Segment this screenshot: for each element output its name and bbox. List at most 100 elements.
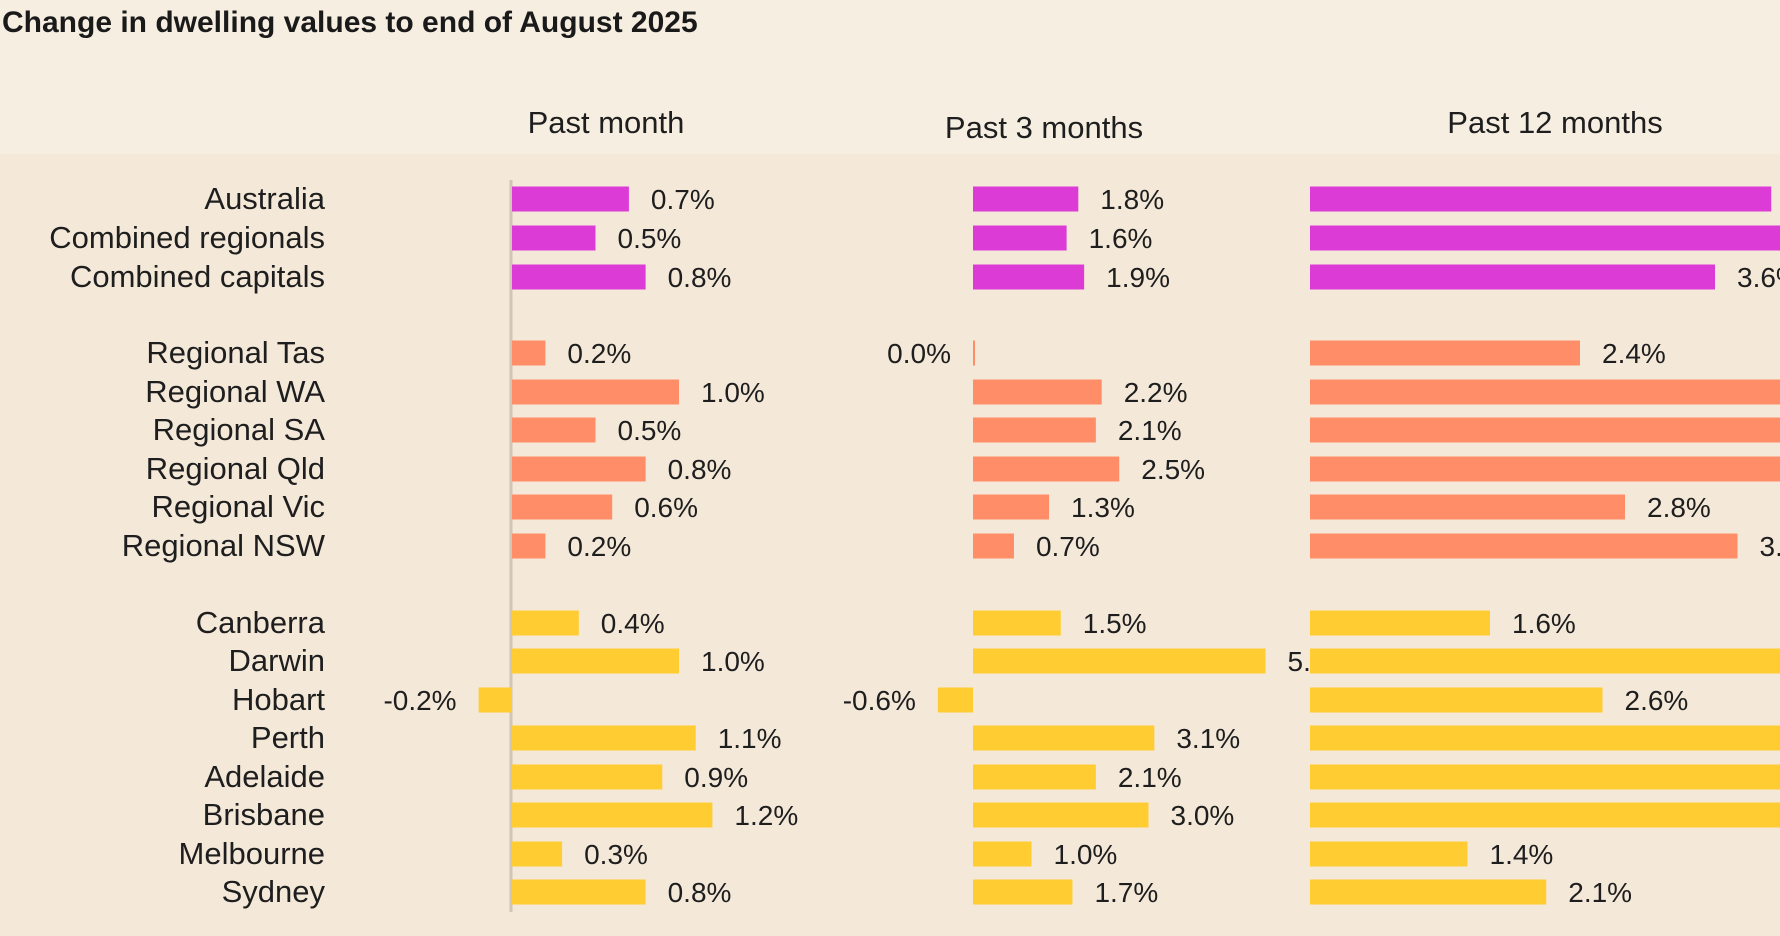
data-label: 1.4% — [1490, 839, 1554, 870]
bar — [973, 764, 1096, 790]
bar — [512, 264, 646, 290]
bar — [1310, 264, 1715, 290]
data-label: 0.8% — [668, 262, 732, 293]
bar — [973, 725, 1155, 751]
data-label: 0.3% — [584, 839, 648, 870]
data-label: 2.1% — [1118, 762, 1182, 793]
bar — [973, 494, 1050, 520]
data-label: 0.7% — [651, 184, 715, 215]
category-label: Regional SA — [153, 412, 326, 447]
data-label: 0.8% — [668, 877, 732, 908]
bar — [1310, 379, 1780, 405]
bar — [973, 379, 1102, 405]
bar — [973, 264, 1085, 290]
bar — [1310, 533, 1738, 559]
bar — [512, 456, 646, 482]
data-label: 0.4% — [601, 608, 665, 639]
series-header: Past month — [528, 105, 685, 140]
bar — [1310, 764, 1780, 790]
data-label: 0.2% — [567, 531, 631, 562]
bar — [1310, 456, 1780, 482]
bar — [512, 225, 596, 251]
data-label: 0.2% — [567, 338, 631, 369]
bar — [973, 417, 1096, 443]
series-header: Past 3 months — [945, 110, 1143, 145]
data-label: 3.1% — [1176, 723, 1240, 754]
bar — [973, 841, 1032, 867]
data-label: 2.8% — [1647, 492, 1711, 523]
category-label: Combined regionals — [49, 220, 325, 255]
data-label: 3.6% — [1737, 262, 1780, 293]
bar — [512, 802, 713, 828]
bar — [973, 802, 1149, 828]
data-label: -0.6% — [843, 685, 916, 716]
bar — [1310, 494, 1625, 520]
category-label: Brisbane — [203, 797, 325, 832]
bar — [1310, 610, 1490, 636]
chart-title: Change in dwelling values to end of Augu… — [2, 6, 698, 39]
bar — [512, 379, 679, 405]
bar — [1310, 417, 1780, 443]
category-label: Canberra — [196, 605, 326, 640]
bar — [478, 687, 512, 713]
category-label: Adelaide — [204, 759, 325, 794]
data-label: 0.6% — [634, 492, 698, 523]
bar — [1310, 725, 1780, 751]
data-label: 2.1% — [1118, 415, 1182, 446]
bar — [1310, 225, 1780, 251]
category-label: Perth — [251, 720, 325, 755]
bar — [973, 225, 1067, 251]
bar — [512, 648, 679, 674]
data-label: 1.6% — [1089, 223, 1153, 254]
category-label: Regional Tas — [146, 335, 325, 370]
bar — [973, 340, 975, 366]
data-label: -0.2% — [383, 685, 456, 716]
bar — [1310, 802, 1780, 828]
data-label: 1.5% — [1083, 608, 1147, 639]
data-label: 2.1% — [1568, 877, 1632, 908]
category-label: Regional Qld — [146, 451, 325, 486]
data-label: 0.8% — [668, 454, 732, 485]
data-label: 0.5% — [618, 415, 682, 446]
bar — [937, 687, 973, 713]
category-label: Sydney — [222, 874, 326, 909]
bar — [512, 764, 663, 790]
data-label: 0.0% — [887, 338, 951, 369]
data-label: 1.3% — [1071, 492, 1135, 523]
data-label: 3.8% — [1760, 531, 1780, 562]
category-label: Hobart — [232, 682, 325, 717]
data-label: 1.0% — [701, 377, 765, 408]
bar — [1310, 687, 1603, 713]
data-label: 1.9% — [1106, 262, 1170, 293]
data-label: 1.1% — [718, 723, 782, 754]
data-label: 1.6% — [1512, 608, 1576, 639]
bar — [512, 417, 596, 443]
bar — [973, 648, 1266, 674]
bar — [512, 725, 696, 751]
series-header: Past 12 months — [1447, 105, 1662, 140]
data-label: 2.6% — [1625, 685, 1689, 716]
bar — [512, 841, 563, 867]
data-label: 1.7% — [1094, 877, 1158, 908]
data-label: 1.2% — [734, 800, 798, 831]
bar — [1310, 186, 1772, 212]
data-label: 1.0% — [1054, 839, 1118, 870]
bar — [973, 533, 1014, 559]
bar — [512, 494, 613, 520]
data-label: 1.0% — [701, 646, 765, 677]
data-label: 0.5% — [618, 223, 682, 254]
bar — [512, 186, 629, 212]
category-label: Australia — [204, 181, 325, 216]
category-label: Regional Vic — [152, 489, 325, 524]
data-label: 1.8% — [1100, 184, 1164, 215]
category-label: Darwin — [229, 643, 325, 678]
bar — [1310, 841, 1468, 867]
data-label: 3.0% — [1171, 800, 1235, 831]
bar — [973, 879, 1073, 905]
category-label: Regional WA — [145, 374, 325, 409]
data-label: 0.7% — [1036, 531, 1100, 562]
data-label: 2.5% — [1141, 454, 1205, 485]
category-label: Regional NSW — [122, 528, 326, 563]
category-label: Combined capitals — [70, 259, 325, 294]
